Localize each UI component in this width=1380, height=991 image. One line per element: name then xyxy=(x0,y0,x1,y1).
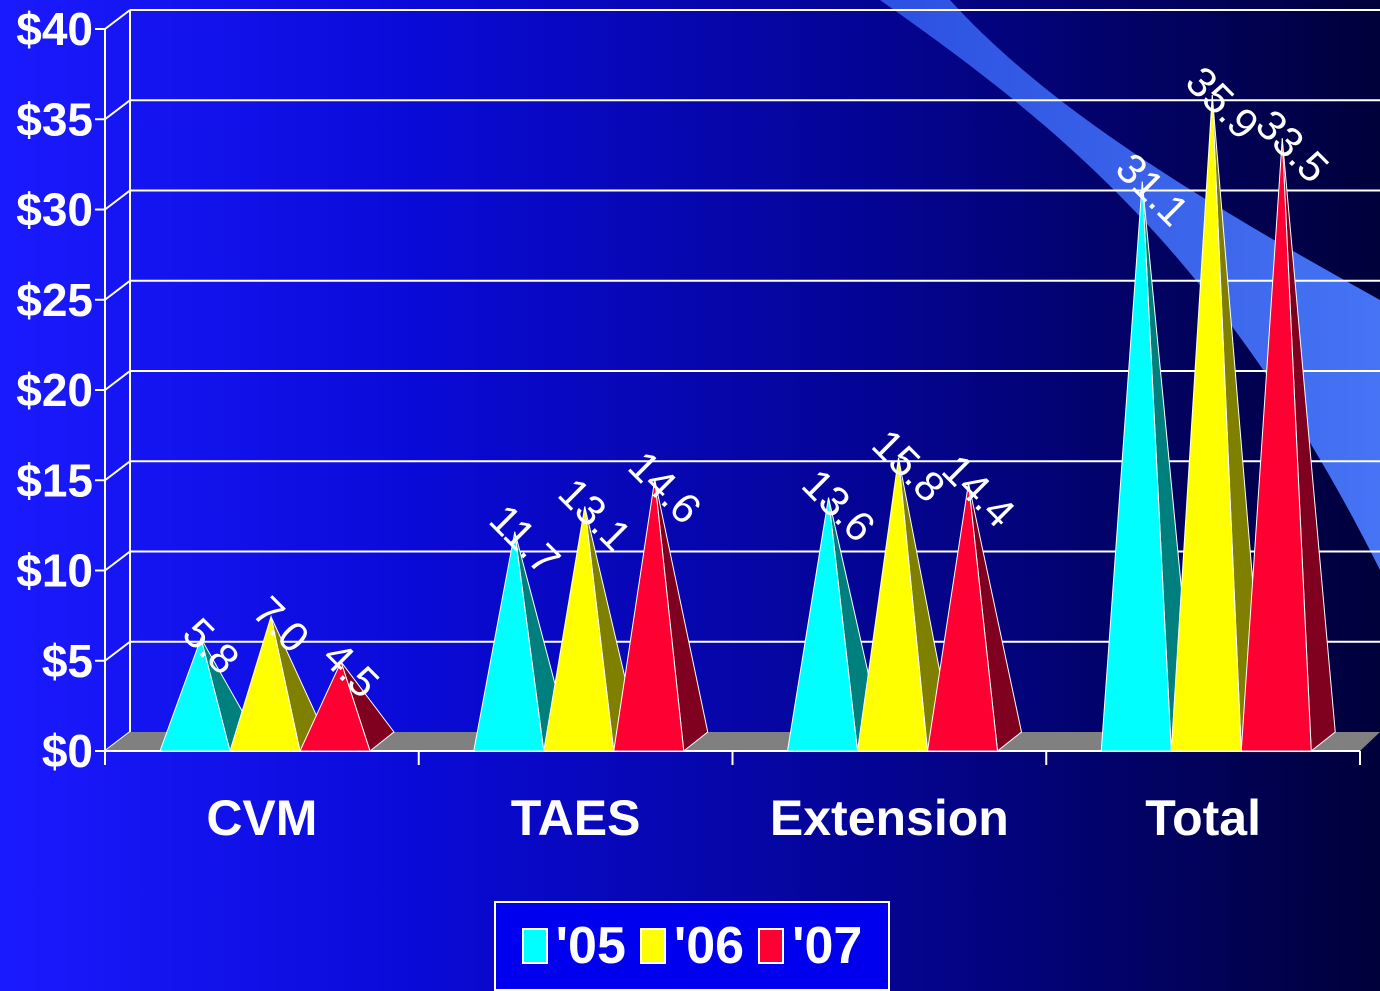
x-tick-label: Extension xyxy=(770,790,1009,846)
y-tick-label: $5 xyxy=(42,635,93,687)
y-tick-label: $10 xyxy=(16,545,93,597)
y-tick-label: $30 xyxy=(16,184,93,236)
gridline-side xyxy=(104,550,131,572)
gridline-side xyxy=(104,9,131,30)
y-tick-label: $20 xyxy=(16,364,93,416)
legend-label-06: '06 xyxy=(673,917,745,975)
y-tick-label: $25 xyxy=(16,274,93,326)
pyramid-bar xyxy=(926,483,999,752)
legend-item-06: '06 xyxy=(639,917,745,975)
legend-swatch-06 xyxy=(639,928,666,964)
legend-item-05: '05 xyxy=(521,917,626,975)
pyramid-bar xyxy=(229,614,301,752)
pyramid-bar xyxy=(543,506,615,752)
pyramid-bar xyxy=(856,457,929,752)
data-label: 7.0 xyxy=(244,587,319,662)
pyramid-bar xyxy=(1100,181,1172,752)
chart-legend: '05 '06 '07 xyxy=(494,901,890,991)
pyramid-bar xyxy=(299,660,371,752)
pyramid-bar xyxy=(473,531,545,752)
pyramid-bar xyxy=(159,636,231,752)
pyramid-bar xyxy=(1170,94,1242,752)
data-label: 13.6 xyxy=(793,460,884,551)
x-tick-label: TAES xyxy=(511,790,641,846)
y-tick-label: $0 xyxy=(42,725,93,777)
chart-floor xyxy=(105,732,1380,751)
pyramid-bar xyxy=(1240,138,1312,752)
gridline-side xyxy=(104,99,131,121)
data-label: 15.8 xyxy=(863,420,954,511)
legend-swatch-07 xyxy=(758,928,785,964)
legend-item-07: '07 xyxy=(758,920,862,972)
y-tick-label: $15 xyxy=(16,454,93,506)
y-tick-label: $40 xyxy=(16,3,93,55)
pyramid-bar xyxy=(613,479,685,752)
gridline-side xyxy=(104,370,131,391)
x-tick-label: CVM xyxy=(206,790,317,846)
data-label: 5.8 xyxy=(174,609,249,684)
gridline-side xyxy=(104,279,131,301)
data-label: 14.4 xyxy=(933,445,1024,536)
x-tick-label: Total xyxy=(1145,790,1261,846)
legend-label-05: '05 xyxy=(555,917,626,975)
gridline-side xyxy=(104,640,131,662)
y-tick-label: $35 xyxy=(16,93,93,145)
gridline-side xyxy=(104,189,131,211)
legend-label-07: '07 xyxy=(792,917,863,975)
pyramid-bar xyxy=(786,497,859,752)
gridline-side xyxy=(104,460,131,482)
legend-swatch-05 xyxy=(521,928,548,964)
